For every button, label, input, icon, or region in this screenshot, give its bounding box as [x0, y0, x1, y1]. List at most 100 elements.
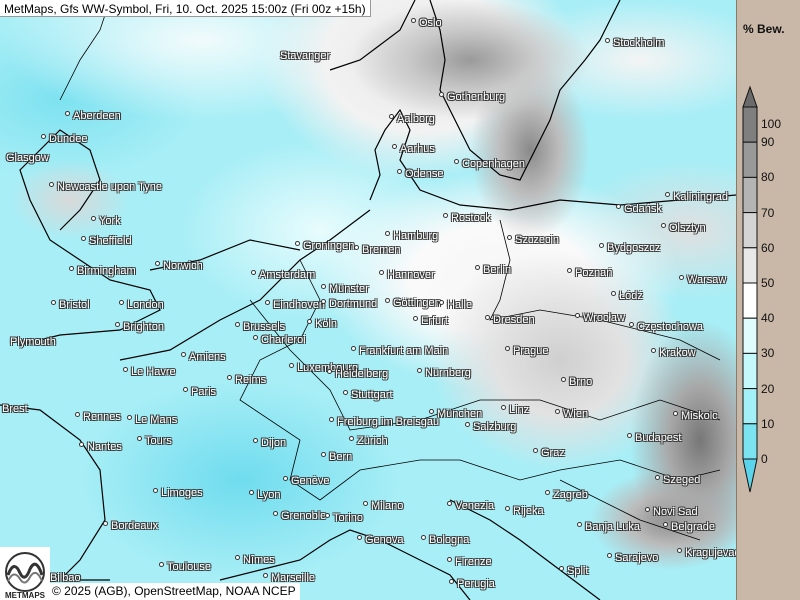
city-label: Amsterdam [252, 269, 315, 281]
city-marker-icon [386, 231, 389, 235]
weather-map[interactable]: Oslo Stavanger Stockholm Gothenburg Aberdeen… [0, 0, 736, 600]
colorbar-tick-label: 10 [761, 416, 775, 431]
city-label: Graz [534, 447, 565, 459]
colorbar-tick-label: 30 [761, 346, 775, 361]
city-marker-icon [330, 417, 333, 421]
city-marker-icon [440, 92, 443, 96]
city-marker-icon [422, 535, 425, 539]
city-name: Paris [191, 386, 217, 398]
city-marker-icon [42, 134, 45, 138]
city-label: Bologna [422, 534, 469, 546]
city-marker-icon [617, 204, 620, 208]
city-label: Krakow [652, 347, 696, 359]
city-name: Zagreb [553, 489, 588, 501]
city-label: Birmingham [70, 265, 136, 277]
city-marker-icon [398, 169, 401, 173]
city-label: Bilbao [50, 572, 81, 584]
city-marker-icon [674, 411, 677, 415]
city-name: Warsaw [687, 274, 727, 286]
city-name: Gdańsk [624, 203, 662, 215]
city-name: München [437, 408, 483, 420]
city-marker-icon [80, 442, 83, 446]
city-label: Salzburg [466, 421, 516, 433]
city-label: Aberdeen [66, 110, 121, 122]
city-name: Freiburg im Breisgau [337, 416, 440, 428]
city-marker-icon [534, 448, 537, 452]
colorbar-segment [742, 282, 758, 319]
city-name: Lyon [257, 489, 281, 501]
city-marker-icon [678, 548, 681, 552]
city-marker-icon [486, 315, 489, 319]
city-label: Stuttgart [344, 389, 393, 401]
city-label: Erfurt [414, 315, 448, 327]
city-name: Oslo [419, 17, 442, 29]
city-label: Le Mans [128, 414, 177, 426]
city-name: Kragujevac [685, 547, 736, 559]
colorbar-segment [742, 423, 758, 460]
city-label: Dortmund [322, 298, 377, 310]
city-name: Münster [329, 283, 369, 295]
city-name: Hamburg [393, 230, 439, 242]
city-label: Grenoble [274, 510, 326, 522]
city-label: Łódź [612, 290, 643, 302]
city-label: Linz [502, 404, 529, 416]
city-name: Grenoble [281, 510, 327, 522]
city-label: Gdańsk [617, 203, 662, 215]
metmaps-logo: METMAPS [0, 547, 50, 600]
city-label: Oslo [412, 17, 442, 29]
city-name: Amsterdam [259, 269, 316, 281]
city-name: Split [567, 565, 589, 577]
colorbar-tick-label: 50 [761, 276, 775, 290]
city-marker-icon [322, 284, 325, 288]
city-name: Kaliningrad [673, 191, 729, 203]
city-name: Krakow [659, 347, 696, 359]
city-label: Szeged [656, 474, 700, 486]
city-label: Reims [228, 374, 266, 386]
city-name: Genève [291, 475, 330, 487]
city-marker-icon [250, 490, 253, 494]
city-label: Kragujevac [678, 547, 736, 559]
city-marker-icon [662, 223, 665, 227]
city-name: Dundee [49, 133, 88, 145]
city-label: Bydgoszcz [600, 242, 660, 254]
colorbar-segment [742, 317, 758, 354]
city-marker-icon [352, 346, 355, 350]
city-label: Plymouth [10, 336, 56, 348]
city-marker-icon [358, 535, 361, 539]
city-label: Glasgow [6, 152, 49, 164]
city-marker-icon [124, 367, 127, 371]
city-marker-icon [264, 573, 267, 577]
city-marker-icon [448, 501, 451, 505]
colorbar-segment [742, 141, 758, 178]
city-label: Bern [322, 451, 352, 463]
city-name: Köln [315, 318, 338, 330]
city-marker-icon [322, 299, 325, 303]
city-marker-icon [326, 513, 329, 517]
city-name: Birmingham [77, 265, 136, 277]
colorbar-tick-label: 40 [761, 311, 775, 326]
city-marker-icon [560, 566, 563, 570]
city-name: Graz [541, 447, 565, 459]
city-name: Stockholm [613, 37, 665, 49]
city-label: Köln [308, 318, 337, 330]
city-marker-icon [236, 322, 239, 326]
city-name: Bilbao [50, 572, 81, 584]
city-marker-icon [104, 521, 107, 525]
city-label: Paris [184, 386, 216, 398]
city-name: Glasgow [6, 152, 49, 164]
city-label: Hamburg [386, 230, 438, 242]
city-name: Berlin [483, 264, 512, 276]
city-name: Novi Sad [653, 506, 698, 518]
city-name: Aalborg [397, 113, 435, 125]
city-label: Poznań [568, 267, 612, 279]
colorbar-tick-label: 90 [761, 135, 775, 150]
city-marker-icon [156, 261, 159, 265]
city-label: Freiburg im Breisgau [330, 416, 439, 428]
city-name: Le Mans [135, 414, 178, 426]
city-marker-icon [680, 275, 683, 279]
city-marker-icon [138, 436, 141, 440]
city-marker-icon [228, 375, 231, 379]
city-name: York [99, 215, 121, 227]
city-label: Dijon [254, 437, 286, 449]
city-name: Budapest [635, 432, 682, 444]
